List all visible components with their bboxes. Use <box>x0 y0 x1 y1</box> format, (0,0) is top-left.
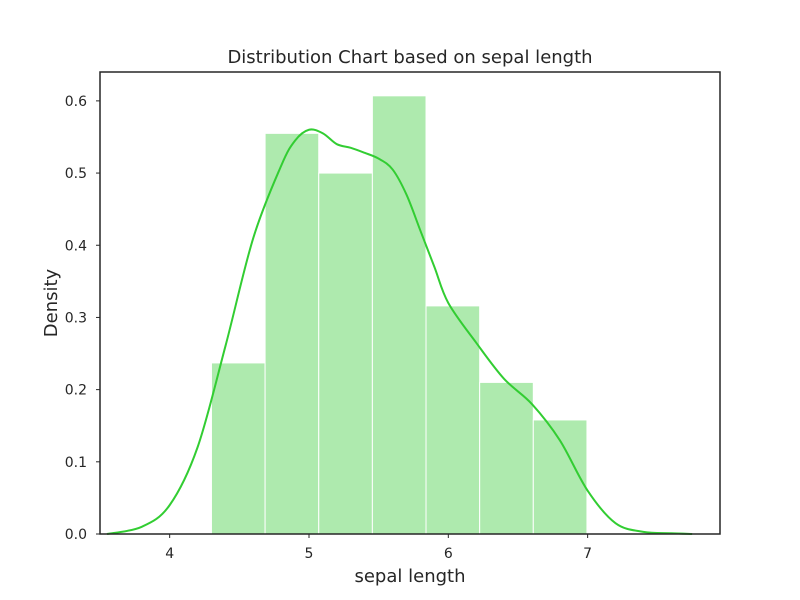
histogram-bar <box>425 305 481 535</box>
y-tick-label: 0.4 <box>65 238 87 254</box>
histogram-bar <box>371 95 427 535</box>
x-axis-label: sepal length <box>354 566 465 587</box>
x-tick-label: 5 <box>305 546 314 562</box>
y-axis-label: Density <box>41 268 62 337</box>
histogram-bar <box>264 132 320 535</box>
chart-title: Distribution Chart based on sepal length <box>227 47 592 68</box>
histogram-bars <box>210 95 588 535</box>
histogram-bar <box>479 381 534 535</box>
y-tick-label: 0.2 <box>65 383 87 399</box>
x-axis-ticks: 4 5 6 7 <box>165 534 592 562</box>
y-tick-label: 0.6 <box>65 94 87 110</box>
y-tick-label: 0.1 <box>65 455 87 471</box>
histogram-bar <box>318 172 373 535</box>
x-tick-label: 7 <box>583 546 592 562</box>
x-tick-label: 6 <box>444 546 453 562</box>
kde-layer <box>106 128 693 535</box>
y-tick-label: 0.5 <box>65 166 87 182</box>
y-axis-ticks: 0.0 0.1 0.2 0.3 0.4 0.5 0.6 <box>65 94 100 543</box>
histogram-bar <box>210 362 266 535</box>
kde-line <box>106 128 693 535</box>
plot-frame <box>99 71 721 535</box>
y-tick-label: 0.0 <box>65 527 87 543</box>
x-tick-label: 4 <box>165 546 174 562</box>
y-tick-label: 0.3 <box>65 310 87 326</box>
